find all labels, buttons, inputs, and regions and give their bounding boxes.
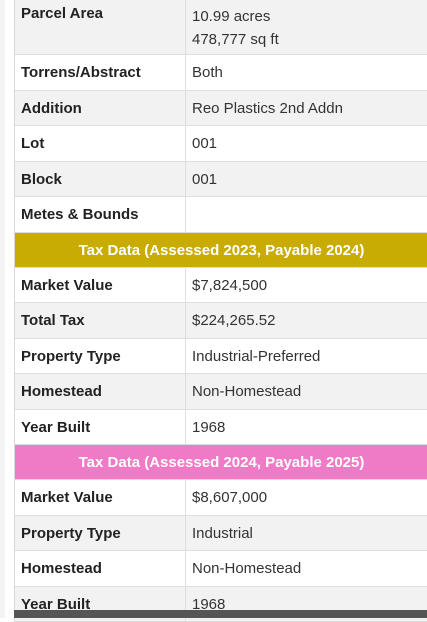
tax-2024-header: Tax Data (Assessed 2024, Payable 2025) (15, 445, 427, 480)
row-label: Parcel Area (15, 0, 186, 54)
row-market-value: Market Value $7,824,500 (15, 268, 427, 303)
row-label: Addition (15, 91, 186, 125)
row-value: 1968 (192, 418, 226, 436)
row-value: Both (192, 64, 223, 81)
row-total-tax: Total Tax $224,265.52 (15, 303, 427, 339)
row-label: Homestead (15, 551, 186, 586)
row-property-type: Property Type Industrial-Preferred (15, 339, 427, 374)
left-gutter (0, 0, 5, 618)
row-value: $7,824,500 (192, 276, 268, 294)
row-market-value: Market Value $8,607,000 (15, 480, 427, 516)
row-torrens-abstract: Torrens/Abstract Both (15, 55, 427, 91)
parcel-area-acres: 10.99 acres (192, 8, 271, 25)
row-label: Homestead (15, 374, 186, 409)
row-label: Property Type (15, 339, 186, 373)
row-metes-bounds: Metes & Bounds (15, 197, 427, 233)
row-label: Lot (15, 126, 186, 161)
row-label: Total Tax (15, 303, 186, 338)
row-label: Property Type (15, 516, 186, 550)
row-value: $8,607,000 (192, 489, 268, 506)
row-parcel-area: Parcel Area 10.99 acres 478,777 sq ft (15, 0, 427, 55)
row-value: 1968 (192, 595, 226, 613)
row-label: Block (15, 162, 186, 196)
row-value: Non-Homestead (192, 383, 302, 400)
parcel-area-sqft: 478,777 sq ft (192, 31, 279, 48)
row-label: Market Value (15, 268, 186, 302)
property-details-table: Parcel Area 10.99 acres 478,777 sq ft To… (14, 0, 427, 622)
row-value (186, 197, 427, 232)
row-value: 001 (192, 170, 218, 188)
row-value: 10.99 acres 478,777 sq ft (186, 0, 427, 54)
tax-2023-header: Tax Data (Assessed 2023, Payable 2024) (15, 233, 427, 268)
row-addition: Addition Reo Plastics 2nd Addn (15, 91, 427, 126)
row-label: Metes & Bounds (15, 197, 186, 232)
row-label: Market Value (15, 480, 186, 515)
row-value: Industrial-Preferred (192, 347, 321, 365)
row-year-built: Year Built 1968 (15, 410, 427, 445)
row-label: Year Built (15, 587, 186, 621)
row-block: Block 001 (15, 162, 427, 197)
row-label: Year Built (15, 410, 186, 444)
row-homestead: Homestead Non-Homestead (15, 551, 427, 587)
row-value: Non-Homestead (192, 560, 302, 577)
table-footer-bar (14, 610, 427, 618)
row-value: $224,265.52 (192, 312, 276, 329)
row-homestead: Homestead Non-Homestead (15, 374, 427, 410)
row-lot: Lot 001 (15, 126, 427, 162)
row-value: 001 (192, 135, 218, 152)
row-property-type: Property Type Industrial (15, 516, 427, 551)
row-value: Reo Plastics 2nd Addn (192, 99, 343, 117)
row-label: Torrens/Abstract (15, 55, 186, 90)
row-value: Industrial (192, 524, 253, 542)
